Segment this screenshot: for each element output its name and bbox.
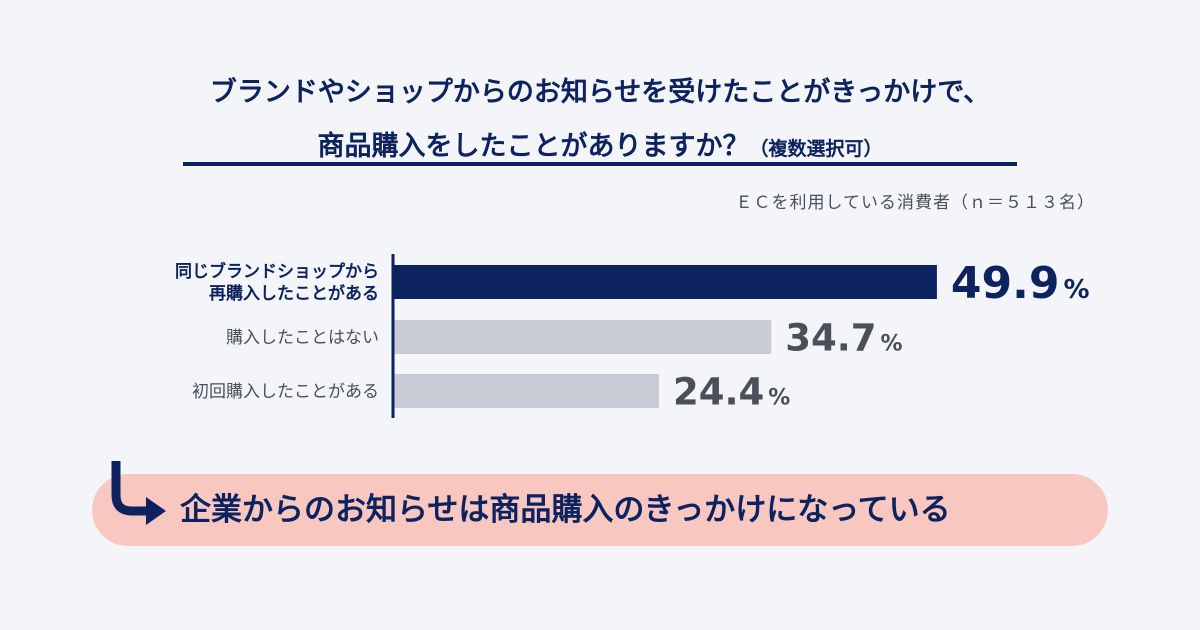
title-line-1: ブランドやショップからのお知らせを受けたことがきっかけで、 [209,77,991,108]
value-unit-2: % [768,385,790,410]
value-label-2: 24.4% [673,370,790,413]
title-question: 商品購入をしたことがありますか？ [317,131,750,162]
category-label-1: 購入したことはない [226,328,379,348]
value-label-0: 49.9% [951,258,1090,309]
bar-1 [393,320,772,354]
conclusion-banner: 企業からのお知らせは商品購入のきっかけになっている [92,474,1108,546]
bar-2 [393,374,659,408]
arrow-turn-right-icon [111,461,166,525]
title-underline [183,162,1017,166]
conclusion-text: 企業からのお知らせは商品購入のきっかけになっている [180,492,951,528]
category-label-0-1: 再購入したことがある [209,283,379,304]
category-label-0-0: 同じブランドショップから [175,261,379,282]
value-unit-1: % [881,331,903,356]
value-label-1: 34.7% [785,316,902,359]
title-note: （複数選択可） [749,138,883,160]
chart-subtitle: ＥＣを利用している消費者（ｎ＝５１３名） [735,193,1095,213]
title-line-2: 商品購入をしたことがありますか？（複数選択可） [0,120,1200,176]
bar-0 [393,265,937,299]
category-label-2: 初回購入したことがある [192,382,379,402]
value-unit-0: % [1063,275,1089,305]
chart-title: ブランドやショップからのお知らせを受けたことがきっかけで、 商品購入をしたことが… [0,66,1200,176]
